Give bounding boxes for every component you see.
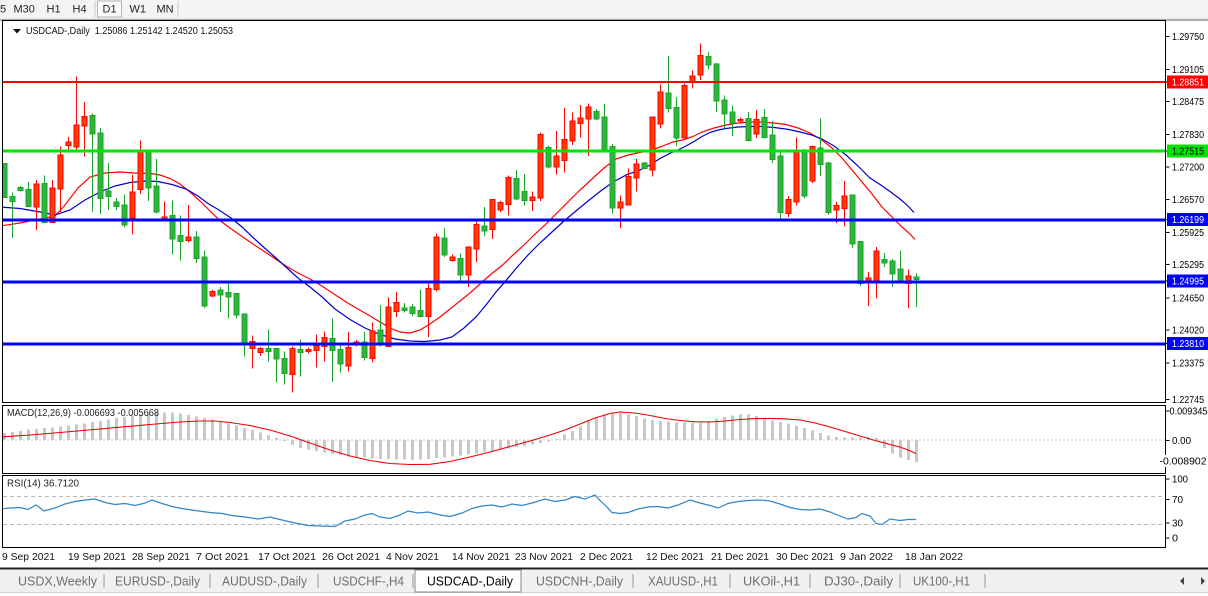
svg-text:MN: MN bbox=[157, 4, 174, 16]
svg-text:4 Nov 2021: 4 Nov 2021 bbox=[386, 551, 439, 563]
svg-text:1.25925: 1.25925 bbox=[1172, 228, 1204, 239]
svg-text:1.28475: 1.28475 bbox=[1172, 97, 1204, 108]
svg-text:1.24020: 1.24020 bbox=[1172, 326, 1204, 337]
svg-text:0.009345: 0.009345 bbox=[1170, 407, 1208, 418]
svg-text:18 Jan 2022: 18 Jan 2022 bbox=[905, 551, 963, 563]
svg-text:-0.008902: -0.008902 bbox=[1160, 457, 1207, 468]
svg-text:21 Dec 2021: 21 Dec 2021 bbox=[711, 551, 769, 563]
svg-text:UKOil-,H1: UKOil-,H1 bbox=[743, 574, 800, 589]
svg-text:USDCAD-,Daily 1.25086 1.25142: USDCAD-,Daily 1.25086 1.25142 1.24520 1.… bbox=[26, 26, 233, 37]
svg-text:28 Sep 2021: 28 Sep 2021 bbox=[132, 551, 190, 563]
svg-text:0.00: 0.00 bbox=[1172, 436, 1191, 447]
svg-text:30 Dec 2021: 30 Dec 2021 bbox=[776, 551, 834, 563]
svg-text:1.29105: 1.29105 bbox=[1172, 65, 1204, 76]
svg-text:1.24650: 1.24650 bbox=[1172, 293, 1204, 304]
svg-text:MACD(12,26,9) -0.006693 -0.005: MACD(12,26,9) -0.006693 -0.005668 bbox=[7, 408, 159, 419]
svg-text:1.24995: 1.24995 bbox=[1172, 277, 1204, 288]
svg-text:1.27830: 1.27830 bbox=[1172, 130, 1204, 141]
svg-text:1.22745: 1.22745 bbox=[1172, 395, 1204, 406]
svg-text:USDX,Weekly: USDX,Weekly bbox=[18, 574, 97, 589]
svg-text:2 Dec 2021: 2 Dec 2021 bbox=[580, 551, 633, 563]
svg-text:EURUSD-,Daily: EURUSD-,Daily bbox=[115, 574, 200, 589]
svg-text:70: 70 bbox=[1172, 495, 1183, 506]
svg-text:14 Nov 2021: 14 Nov 2021 bbox=[452, 551, 510, 563]
svg-text:1.27200: 1.27200 bbox=[1172, 163, 1204, 174]
svg-text:100: 100 bbox=[1172, 475, 1188, 486]
svg-text:7 Oct 2021: 7 Oct 2021 bbox=[196, 551, 249, 563]
svg-text:1.23810: 1.23810 bbox=[1172, 339, 1204, 350]
svg-text:1.28851: 1.28851 bbox=[1172, 78, 1204, 89]
svg-text:17 Oct 2021: 17 Oct 2021 bbox=[258, 551, 316, 563]
svg-text:0: 0 bbox=[1172, 534, 1178, 545]
svg-text:D1: D1 bbox=[103, 4, 117, 16]
svg-text:1.27515: 1.27515 bbox=[1172, 147, 1204, 158]
svg-text:23 Nov 2021: 23 Nov 2021 bbox=[515, 551, 573, 563]
svg-text:DJ30-,Daily: DJ30-,Daily bbox=[824, 574, 894, 589]
svg-text:AUDUSD-,Daily: AUDUSD-,Daily bbox=[222, 574, 307, 589]
svg-text:5: 5 bbox=[0, 4, 6, 16]
svg-text:19 Sep 2021: 19 Sep 2021 bbox=[68, 551, 126, 563]
svg-text:M30: M30 bbox=[14, 4, 35, 16]
svg-text:XAUUSD-,H1: XAUUSD-,H1 bbox=[648, 574, 718, 589]
svg-text:30: 30 bbox=[1172, 519, 1183, 530]
svg-text:USDCNH-,Daily: USDCNH-,Daily bbox=[536, 574, 623, 589]
svg-text:W1: W1 bbox=[130, 4, 147, 16]
svg-text:1.29750: 1.29750 bbox=[1172, 32, 1204, 43]
svg-text:26 Oct 2021: 26 Oct 2021 bbox=[322, 551, 380, 563]
svg-text:H1: H1 bbox=[47, 4, 61, 16]
svg-text:9 Sep 2021: 9 Sep 2021 bbox=[2, 551, 55, 563]
svg-text:1.26570: 1.26570 bbox=[1172, 195, 1204, 206]
svg-text:UK100-,H1: UK100-,H1 bbox=[913, 574, 970, 589]
svg-text:12 Dec 2021: 12 Dec 2021 bbox=[646, 551, 704, 563]
svg-text:1.25295: 1.25295 bbox=[1172, 260, 1204, 271]
svg-text:1.26199: 1.26199 bbox=[1172, 215, 1204, 226]
svg-text:9 Jan 2022: 9 Jan 2022 bbox=[840, 551, 893, 563]
svg-text:RSI(14) 36.7120: RSI(14) 36.7120 bbox=[7, 479, 79, 490]
svg-text:H4: H4 bbox=[73, 4, 87, 16]
svg-text:1.23375: 1.23375 bbox=[1172, 359, 1204, 370]
svg-text:USDCHF-,H4: USDCHF-,H4 bbox=[333, 574, 404, 589]
svg-text:USDCAD-,Daily: USDCAD-,Daily bbox=[427, 574, 513, 589]
